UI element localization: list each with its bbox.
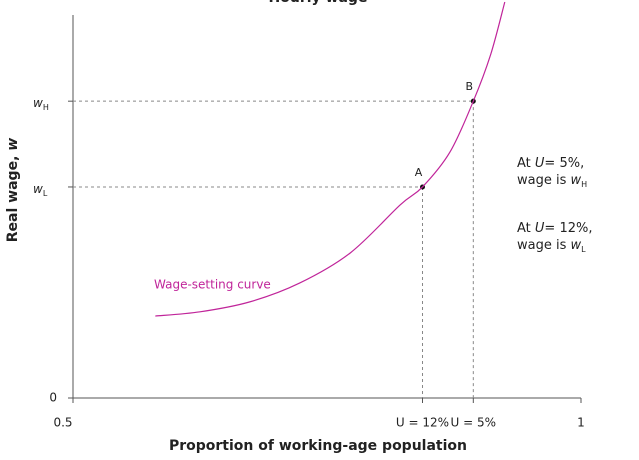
x-tick-label: U = 12% xyxy=(396,416,449,430)
annotation: wage is wL xyxy=(517,238,586,254)
annotation-part: At xyxy=(517,156,535,171)
subscript: H xyxy=(43,103,49,112)
annotation-part: U xyxy=(535,156,545,171)
annotation-part: U xyxy=(535,221,545,236)
annotation-part: = 12%, xyxy=(544,221,592,236)
annotation-part: w xyxy=(571,173,582,188)
y-marker-label: wH xyxy=(33,96,49,112)
curve-label: Wage-setting curve xyxy=(154,278,271,292)
x-tick-label: 1 xyxy=(577,416,585,430)
annotation-part: L xyxy=(581,245,586,254)
symbol: w xyxy=(33,181,43,195)
chart-title: Hourly wage xyxy=(269,0,368,6)
annotation-part: At xyxy=(517,221,535,236)
annotation-part: = 5%, xyxy=(544,156,584,171)
annotation-part: wage is xyxy=(517,238,571,253)
y-tick-label: 0 xyxy=(49,391,57,405)
annotation: wage is wH xyxy=(517,173,587,189)
annotation-part: wage is xyxy=(517,173,571,188)
annotation: At U= 5%, xyxy=(517,156,584,171)
y-axis-label-symbol: w xyxy=(5,138,21,151)
point-label: B xyxy=(466,80,474,93)
x-tick-label: U = 5% xyxy=(451,416,497,430)
y-axis-label-text: Real wage, xyxy=(5,151,21,243)
subscript: L xyxy=(43,188,48,197)
curve xyxy=(155,1,506,317)
y-axis-label: Real wage, w xyxy=(5,138,21,243)
annotation-part: w xyxy=(571,238,582,253)
y-marker-label: wL xyxy=(33,181,48,197)
point-label: A xyxy=(415,166,423,179)
x-axis-label: Proportion of working-age population xyxy=(169,438,467,454)
annotation: At U= 12%, xyxy=(517,221,592,236)
x-tick-label: 0.5 xyxy=(53,416,72,430)
symbol: w xyxy=(33,96,43,110)
annotation-part: H xyxy=(581,180,587,189)
